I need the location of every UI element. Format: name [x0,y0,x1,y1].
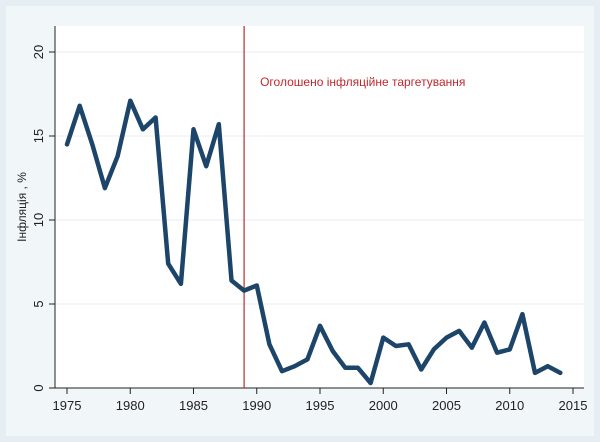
data-point-2010 [508,347,512,351]
data-point-2000 [381,336,385,340]
data-point-1975 [65,142,69,146]
data-point-1997 [343,366,347,370]
x-tick-label-2005: 2005 [432,398,461,413]
x-tick-label-2015: 2015 [559,398,588,413]
x-tick-label-2010: 2010 [495,398,524,413]
data-point-2005 [445,336,448,340]
data-point-2011 [520,312,524,316]
data-point-1999 [369,381,373,385]
inflation-line-chart: 0 5 10 15 20 1975 1980 1985 1990 1995 2000 2005 201… [15,26,588,413]
reference-line-annotation: Оголошено інфляційне таргетування [260,75,465,89]
data-point-2013 [546,364,550,368]
data-point-1996 [331,349,335,353]
data-point-2007 [470,346,474,350]
data-point-2002 [407,342,411,346]
data-point-2014 [558,371,562,375]
data-point-1983 [166,262,170,266]
data-point-2006 [457,329,461,333]
data-point-1995 [318,324,322,328]
data-point-2004 [432,347,436,351]
data-point-1986 [204,164,208,168]
data-point-1998 [356,366,360,370]
x-tick-label-2000: 2000 [369,398,398,413]
data-point-1978 [103,186,107,190]
y-axis-title: Інфляція , % [15,172,29,242]
x-tick-label-1995: 1995 [306,398,335,413]
y-tick-label-15: 15 [31,129,46,143]
data-point-1976 [78,104,82,108]
data-point-2012 [533,371,537,375]
data-point-1985 [192,127,195,131]
data-point-2003 [419,368,423,372]
data-point-1994 [305,357,309,361]
data-point-1977 [90,142,94,146]
data-point-1990 [255,284,259,288]
chart-frame: 0 5 10 15 20 1975 1980 1985 1990 1995 2000 2005 201… [6,6,594,436]
data-point-1984 [179,282,183,286]
data-point-1987 [217,122,221,126]
inflation-data-points [65,99,562,385]
data-point-1989 [242,289,246,293]
x-tick-label-1975: 1975 [53,398,82,413]
data-point-2009 [495,351,499,355]
y-tick-label-20: 20 [31,45,46,59]
data-point-1982 [154,116,158,120]
y-tick-label-0: 0 [31,384,46,391]
x-axis-ticks: 1975 1980 1985 1990 1995 2000 2005 2010 2015 [53,388,588,413]
data-point-1981 [141,127,145,131]
y-axis-ticks: 0 5 10 15 20 [31,45,55,392]
x-tick-label-1985: 1985 [179,398,208,413]
data-point-1979 [116,154,120,158]
x-tick-label-1990: 1990 [242,398,271,413]
data-point-2001 [394,344,398,348]
data-point-1991 [267,342,271,346]
x-tick-label-1980: 1980 [116,398,145,413]
data-point-2008 [482,320,486,324]
data-point-1993 [293,364,297,368]
y-tick-label-10: 10 [31,213,46,227]
y-tick-label-5: 5 [31,300,46,307]
data-point-1980 [128,99,132,103]
data-point-1988 [229,278,233,282]
data-point-1992 [280,369,284,373]
inflation-series-line [64,98,563,386]
